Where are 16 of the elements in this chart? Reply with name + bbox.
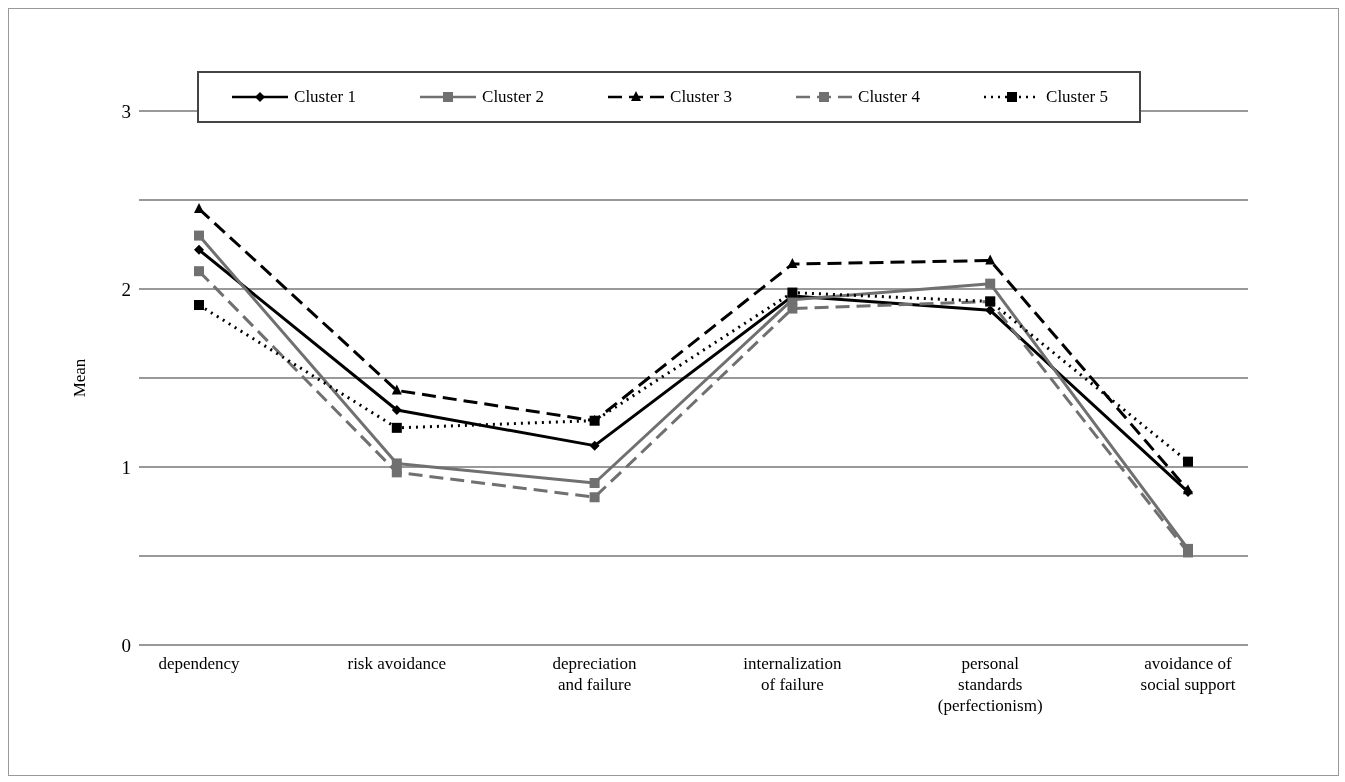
legend-label: Cluster 4 (858, 87, 920, 107)
x-tick-label: dependency (158, 654, 241, 673)
x-tick-label: depreciation and failure (552, 654, 638, 694)
legend-label: Cluster 1 (294, 87, 356, 107)
x-tick-label: personal standards (perfectionism) (937, 654, 1043, 715)
legend-label: Cluster 3 (670, 87, 732, 107)
x-tick-label: avoidance of social support (1140, 654, 1236, 694)
legend-label: Cluster 5 (1046, 87, 1108, 107)
y-tick-label: 3 (121, 100, 131, 122)
x-tick-label: risk avoidance (347, 654, 447, 673)
y-tick-label: 2 (121, 278, 131, 300)
y-tick-label: 1 (121, 456, 131, 478)
x-tick-label: internalization of failure (743, 654, 842, 694)
legend-label: Cluster 2 (482, 87, 544, 107)
y-axis-title: Mean (70, 358, 90, 398)
y-tick-label: 0 (121, 634, 131, 656)
